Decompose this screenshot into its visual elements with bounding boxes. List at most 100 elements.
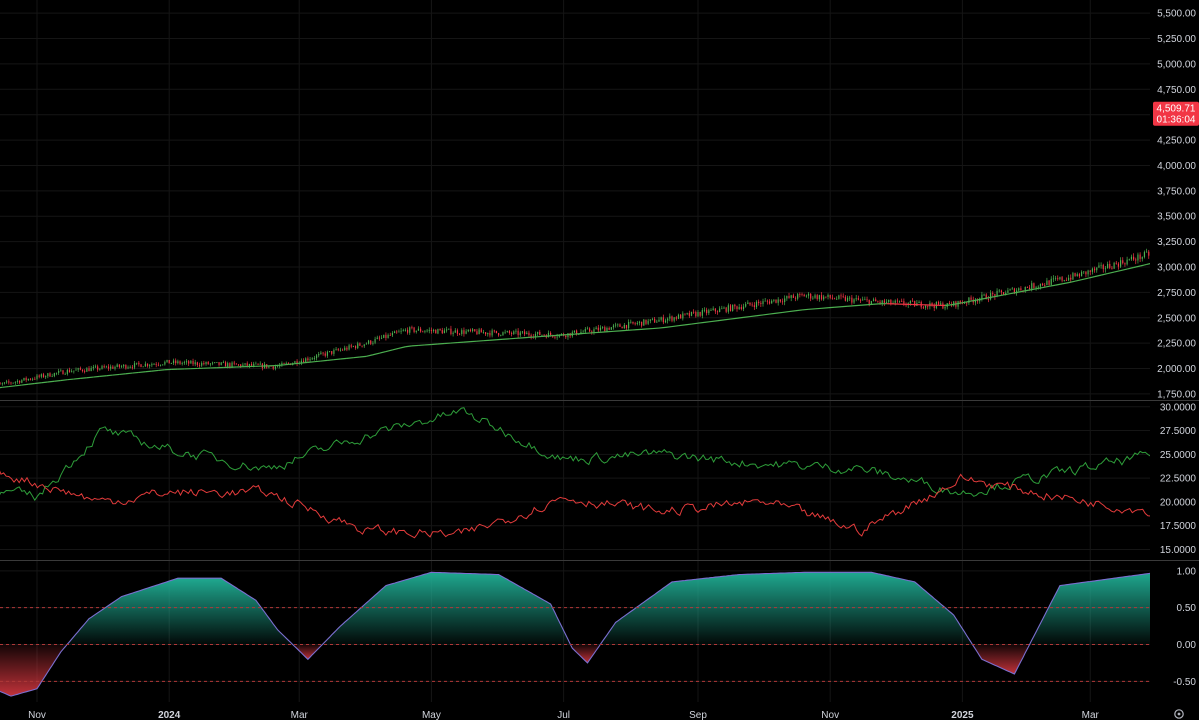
candle-body (105, 366, 107, 368)
candle-body (461, 330, 463, 335)
moving-average-segment (346, 357, 354, 359)
candle-body (1002, 292, 1005, 295)
candle-body (422, 331, 424, 333)
candle-body (896, 300, 898, 302)
candle-body (1102, 264, 1104, 270)
candle-body (192, 360, 194, 365)
candle-body (658, 319, 660, 322)
time-label: May (422, 710, 441, 720)
candle-body (515, 330, 517, 332)
candle-body (684, 313, 686, 315)
candle-body (250, 363, 253, 366)
candle-body (123, 364, 125, 367)
candle-body (1046, 280, 1048, 286)
candle-body (671, 316, 673, 321)
last-price-tag-bg (1153, 101, 1199, 126)
candle-body (16, 380, 19, 382)
moving-average-segment (86, 376, 94, 379)
candle-body (413, 327, 415, 332)
candle-body (194, 362, 196, 365)
candle-body (372, 342, 374, 344)
price-pane[interactable] (0, 5, 1199, 390)
candle-body (948, 303, 950, 305)
candle-body (859, 299, 862, 301)
candle-body (53, 373, 55, 377)
candle-body (1031, 283, 1033, 289)
candle-body (1091, 268, 1094, 272)
candle-body (153, 364, 155, 365)
candle-body (81, 369, 84, 372)
oscillator-positive-area (600, 572, 972, 645)
candle-body (690, 311, 693, 316)
price-scale-label: 4,750.00 (1157, 85, 1196, 96)
candle-body (218, 362, 220, 365)
candle-body (73, 370, 75, 372)
moving-average-segment (847, 305, 855, 307)
candle-body (489, 332, 491, 336)
candle-body (443, 330, 446, 334)
candle-body (547, 332, 550, 338)
candle-body (927, 305, 929, 307)
candle-body (792, 295, 794, 298)
moving-average-segment (1094, 274, 1102, 278)
candle-body (385, 334, 387, 338)
candle-body (788, 296, 790, 298)
indicator-pane[interactable] (0, 406, 1199, 545)
candle-body (396, 331, 398, 333)
candle-body (1135, 259, 1137, 261)
candle-body (404, 329, 407, 331)
candle-body (985, 294, 987, 300)
pane-separators[interactable] (0, 400, 1199, 561)
candle-body (1050, 278, 1052, 285)
candle-body (294, 361, 296, 364)
moving-average-segment (385, 349, 393, 353)
candle-body (112, 366, 114, 369)
candle-body (478, 329, 480, 335)
candle-body (1078, 274, 1081, 277)
price-scale-label: 4,000.00 (1157, 161, 1196, 172)
candle-body (454, 330, 456, 333)
moving-average-segment (2, 385, 9, 388)
candle-body (75, 369, 77, 371)
candle-body (996, 290, 998, 297)
price-scale-label: 3,750.00 (1157, 186, 1196, 197)
candle-body (816, 295, 818, 300)
candle-body (519, 332, 521, 336)
oscillator-pane[interactable] (0, 571, 1199, 697)
candle-body (380, 337, 383, 339)
moving-average-segment (775, 311, 783, 314)
price-scale-label: 15.0000 (1160, 545, 1197, 556)
candle-body (1072, 273, 1074, 280)
price-scale-label: 20.0000 (1160, 497, 1197, 508)
moving-average-segment (873, 303, 881, 305)
candle-body (1163, 251, 1164, 252)
moving-average-segment (996, 294, 1004, 297)
candle-body (363, 344, 365, 347)
candle-body (866, 299, 868, 301)
gear-icon[interactable] (1174, 709, 1184, 719)
candle-body (677, 314, 680, 319)
time-scale[interactable]: Nov2024MarMayJulSepNov2025MarMayJulSepNo… (28, 710, 1199, 720)
candle-body (1139, 254, 1141, 259)
moving-average-segment (1173, 257, 1180, 258)
candle-body (729, 305, 732, 311)
moving-average-segment (1068, 280, 1076, 284)
candle-body (411, 327, 413, 329)
candle-body (426, 330, 428, 332)
moving-average-segment (827, 306, 835, 309)
candle-body (118, 364, 120, 367)
candle-body (354, 346, 357, 349)
candle-body (862, 299, 864, 301)
time-label: Sep (689, 710, 707, 720)
candle-body (1153, 252, 1154, 253)
candle-body (201, 363, 203, 366)
moving-average-segment (814, 307, 822, 310)
candle-body (1057, 278, 1059, 280)
moving-average-segment (340, 357, 347, 360)
candle-body (465, 331, 467, 334)
moving-average-segment (21, 383, 29, 386)
moving-average-segment (366, 354, 374, 357)
candle-body (6, 381, 8, 383)
candle-body (636, 322, 638, 324)
